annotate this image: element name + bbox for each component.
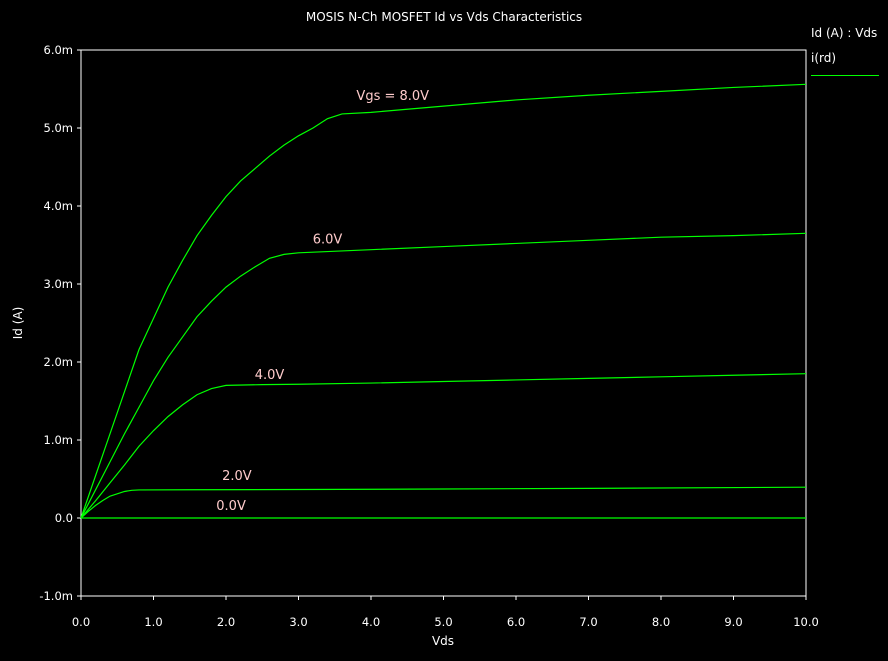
legend-item-ird: i(rd) (811, 51, 837, 65)
y-axis-label: Id (A) (11, 307, 25, 340)
series-line-3 (80, 232, 807, 519)
y-tick-label: 6.0m (44, 43, 74, 57)
x-tick-label: 0.0 (72, 615, 90, 629)
series-line-2 (80, 373, 807, 519)
x-tick-label: 7.0 (579, 615, 597, 629)
curve-label-1: 6.0V (313, 232, 343, 247)
x-tick-label: 3.0 (289, 615, 307, 629)
curve-label-3: 2.0V (222, 469, 252, 484)
curve-labels-group: Vgs = 8.0V 6.0V 4.0V 2.0V 0.0V (216, 89, 429, 514)
x-tick-label: 8.0 (652, 615, 670, 629)
plot-frame (80, 49, 807, 597)
curve-label-4: 0.0V (216, 499, 246, 514)
x-tick-label: 10.0 (793, 615, 819, 629)
legend-line-swatch (811, 75, 879, 76)
y-tick-label: 0.0 (55, 511, 73, 525)
legend-title: Id (A) : Vds (811, 26, 878, 40)
curve-label-2: 4.0V (255, 368, 285, 383)
x-tick-label: 9.0 (724, 615, 742, 629)
x-tick-label: 5.0 (434, 615, 452, 629)
x-tick-label: 4.0 (362, 615, 380, 629)
series-line-4 (80, 83, 807, 519)
y-tick-label: 3.0m (44, 277, 74, 291)
y-tick-label: 5.0m (44, 121, 74, 135)
x-tick-label: 2.0 (217, 615, 235, 629)
curve-label-0: Vgs = 8.0V (356, 89, 429, 104)
y-tick-label: 1.0m (44, 433, 74, 447)
series-line-1 (80, 486, 807, 519)
y-tick-label: -1.0m (39, 589, 73, 603)
x-axis-label: Vds (432, 634, 454, 648)
series-group (80, 83, 807, 519)
axis-ticks: 0.0 1.0 2.0 3.0 4.0 5.0 6.0 7.0 8.0 9.0 10.0 -1.0m 0… (39, 43, 818, 629)
x-tick-label: 1.0 (144, 615, 162, 629)
x-tick-label: 6.0 (507, 615, 525, 629)
y-tick-label: 4.0m (44, 199, 74, 213)
y-tick-label: 2.0m (44, 355, 74, 369)
chart-title: MOSIS N-Ch MOSFET Id vs Vds Characterist… (305, 10, 583, 24)
